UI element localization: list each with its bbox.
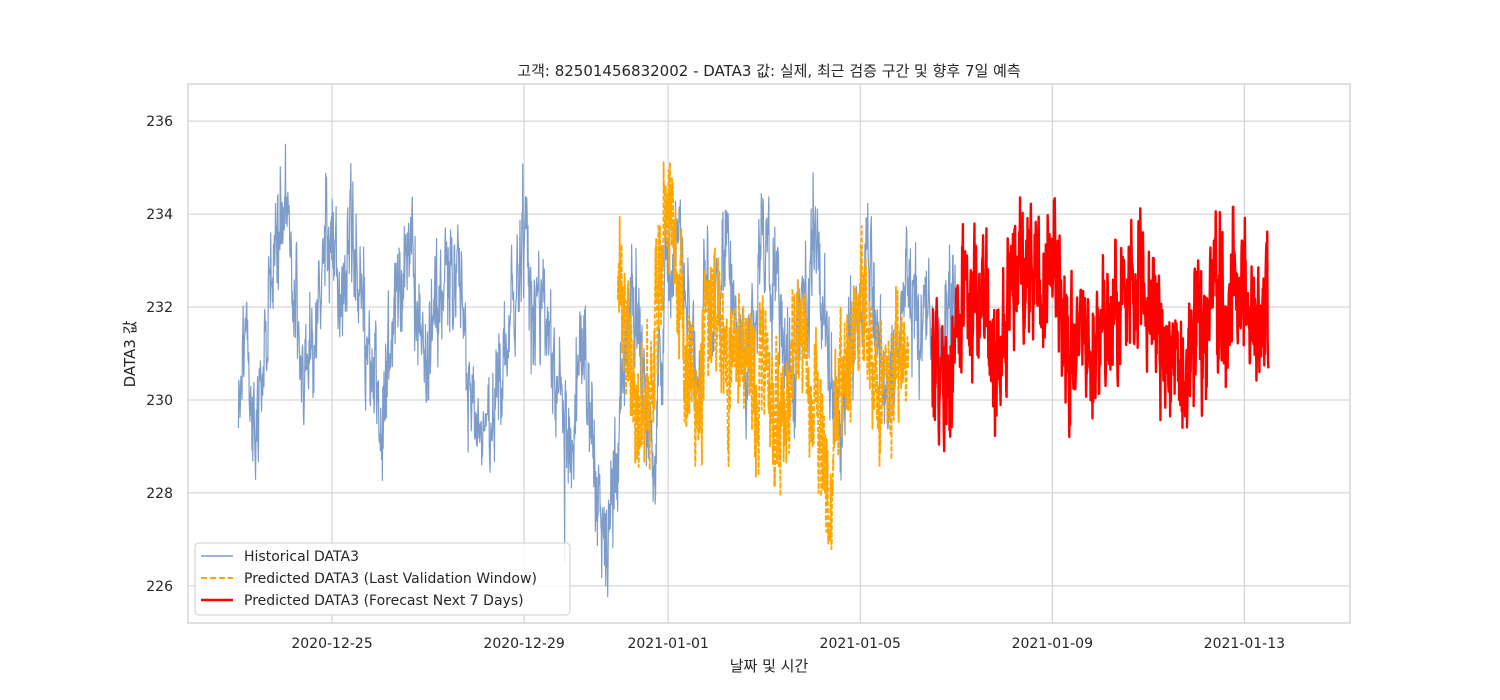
y-axis-label: DATA3 값 xyxy=(121,320,139,387)
x-tick-label: 2020-12-25 xyxy=(291,636,372,652)
y-tick-label: 230 xyxy=(146,393,173,409)
chart-title: 고객: 82501456832002 - DATA3 값: 실제, 최근 검증 … xyxy=(517,62,1020,80)
series-line-validation xyxy=(616,161,910,551)
x-axis-ticks: 2020-12-25 2020-12-29 2021-01-01 2021-01-05… xyxy=(291,636,1285,652)
legend-box xyxy=(194,542,571,616)
series-line-forecast xyxy=(931,196,1270,453)
y-tick-label: 234 xyxy=(146,207,173,223)
y-tick-label: 226 xyxy=(146,579,173,595)
plot-area-frame xyxy=(187,83,1351,624)
series-layer xyxy=(237,143,1270,598)
y-axis-ticks: 226 228 230 232 234 236 xyxy=(146,114,173,595)
x-tick-label: 2021-01-05 xyxy=(820,636,901,652)
x-tick-label: 2021-01-01 xyxy=(627,636,708,652)
x-tick-label: 2020-12-29 xyxy=(483,636,564,652)
x-tick-label: 2021-01-13 xyxy=(1204,636,1285,652)
y-tick-label: 228 xyxy=(146,486,173,502)
y-tick-label: 232 xyxy=(146,300,173,316)
y-tick-label: 236 xyxy=(146,114,173,130)
legend: Historical DATA3 Predicted DATA3 (Last V… xyxy=(194,542,571,616)
legend-label-forecast: Predicted DATA3 (Forecast Next 7 Days) xyxy=(244,593,524,609)
series-line-historical xyxy=(237,143,957,598)
legend-label-historical: Historical DATA3 xyxy=(244,549,359,565)
legend-label-validation: Predicted DATA3 (Last Validation Window) xyxy=(244,571,537,587)
x-axis-label: 날짜 및 시간 xyxy=(730,657,809,675)
x-tick-label: 2021-01-09 xyxy=(1012,636,1093,652)
